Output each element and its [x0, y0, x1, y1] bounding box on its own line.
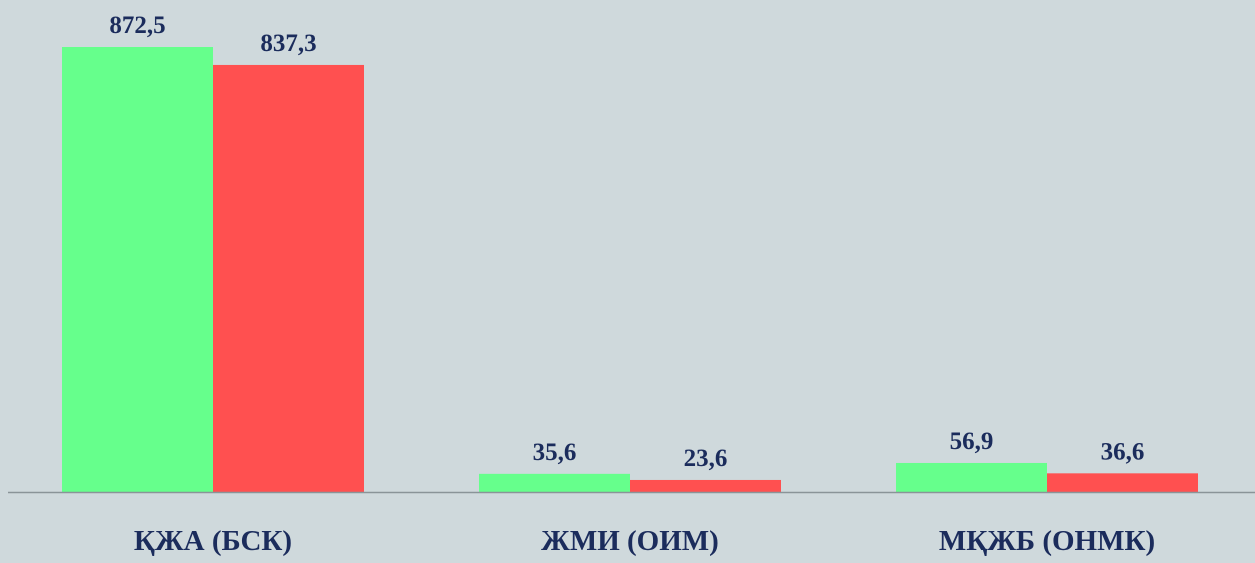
bar-series1-cat1: [62, 47, 213, 492]
labels-layer: 872,5 35,6 56,9 837,3 23,6 36,6 ҚЖА (БСК) ЖМИ (…: [109, 12, 1155, 557]
data-label-series1-cat2: 35,6: [533, 439, 577, 466]
bar-series1-cat3: [896, 462, 1047, 492]
category-label-1: ҚЖА (БСК): [134, 525, 292, 557]
data-label-series1-cat3: 56,9: [950, 428, 994, 455]
bar-series1-cat2: [479, 473, 630, 492]
bar-series2-cat2: [630, 479, 781, 492]
data-label-series1-cat1: 872,5: [109, 12, 165, 39]
category-label-2: ЖМИ (ОИМ): [541, 525, 719, 557]
data-label-series2-cat3: 36,6: [1101, 438, 1145, 465]
category-label-3: МҚЖБ (ОНМК): [939, 525, 1155, 557]
bar-series2-cat3: [1047, 473, 1198, 492]
data-label-series2-cat1: 837,3: [260, 30, 316, 57]
bar-series2-cat1: [213, 64, 364, 493]
bars-layer: [62, 47, 1198, 493]
data-label-series2-cat2: 23,6: [684, 445, 728, 472]
